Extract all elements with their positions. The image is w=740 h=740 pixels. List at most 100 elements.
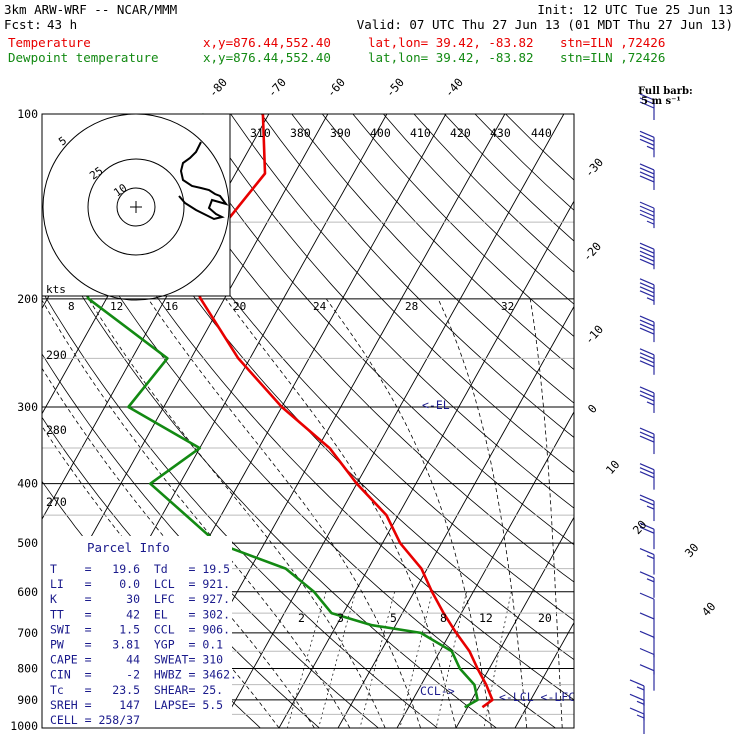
parcel-info-row: PW = 3.81 YGP = 0.1 xyxy=(50,638,223,652)
kts-label: kts xyxy=(46,283,66,296)
parcel-info-row: LI = 0.0 LCL = 921. xyxy=(50,577,230,591)
barb-flag xyxy=(639,526,655,534)
wind-barb xyxy=(639,201,655,229)
speed-tick: 16 xyxy=(165,300,178,313)
parcel-info: Parcel Info T = 19.6 Td = 19.5LI = 0.0 L… xyxy=(42,536,237,728)
isotherm-line xyxy=(278,200,574,728)
mixing-ratio-lines xyxy=(287,591,512,728)
barb-flag xyxy=(639,213,655,221)
wind-barb xyxy=(629,707,645,734)
moist-adiabat xyxy=(42,299,351,728)
barb-flag xyxy=(639,356,655,364)
wind-barb xyxy=(629,679,645,706)
dry-adiabat xyxy=(352,114,574,338)
isotherm-label-top: -80 xyxy=(206,75,230,100)
dry-adiabat xyxy=(413,114,574,273)
barb-flag xyxy=(639,386,655,394)
wind-barb xyxy=(639,130,655,158)
moist-adiabat xyxy=(437,298,528,728)
barb-flag xyxy=(639,467,655,475)
theta-label: 420 xyxy=(450,126,471,140)
isotherm-line xyxy=(573,727,574,728)
isotherm-label-right: 10 xyxy=(603,457,623,477)
barb-flag xyxy=(639,498,655,506)
model-title: 3km ARW-WRF -- NCAR/MMM xyxy=(4,2,177,17)
mixing-ratio-label: 20 xyxy=(538,611,552,625)
pressure-tick-label: 400 xyxy=(17,477,38,491)
barb-legend-value: 5 m s⁻¹ xyxy=(641,96,681,107)
isotherm-label-right: -20 xyxy=(580,239,604,264)
speed-tick: 28 xyxy=(405,300,418,313)
isotherm-line xyxy=(337,305,574,728)
barb-flag xyxy=(639,360,655,368)
barb-flag xyxy=(639,327,655,335)
speed-axis: 8 12 16 20 24 28 32 xyxy=(68,300,514,313)
theta-label: 380 xyxy=(290,126,311,140)
barb-flag xyxy=(639,664,655,672)
theta-label: 410 xyxy=(410,126,431,140)
wind-barb xyxy=(629,693,645,721)
barb-flag xyxy=(639,431,655,439)
barb-flag xyxy=(639,130,655,138)
theta-label: 400 xyxy=(370,126,391,140)
barb-flag xyxy=(639,246,655,254)
isotherm-line xyxy=(396,411,574,728)
parcel-info-title: Parcel Info xyxy=(87,540,170,555)
parcel-info-row: T = 19.6 Td = 19.5 xyxy=(50,562,230,576)
moist-adiabat xyxy=(529,298,563,728)
barb-flag xyxy=(629,679,645,687)
barb-flag xyxy=(639,463,655,471)
barb-half-flag xyxy=(636,686,645,691)
barb-flag xyxy=(639,647,655,656)
pressure-tick-label: 500 xyxy=(17,536,38,550)
dry-adiabat xyxy=(474,114,574,211)
isotherm-line xyxy=(455,516,574,728)
barb-flag xyxy=(639,494,655,502)
parcel-info-bg xyxy=(42,536,232,728)
wind-barb xyxy=(639,612,655,639)
moist-adiabat xyxy=(325,298,492,728)
wind-barb xyxy=(639,348,655,375)
dry-adiabat xyxy=(383,114,574,305)
mixing-ratio-label: 3 xyxy=(337,611,344,625)
mixing-ratio-line xyxy=(287,591,327,728)
barb-flag xyxy=(639,592,655,600)
isotherm-label-right: 20 xyxy=(630,517,650,537)
barb-flag xyxy=(639,315,655,323)
hodo-ring-label-inner: 10 xyxy=(111,181,129,199)
theta-label: 310 xyxy=(250,126,271,140)
legend-temperature: Temperature xyxy=(8,35,91,50)
wind-barb xyxy=(639,647,655,675)
header: 3km ARW-WRF -- NCAR/MMM Init: 12 UTC Tue… xyxy=(4,2,733,65)
barb-half-flag xyxy=(646,578,655,583)
dry-adiabat xyxy=(321,114,574,371)
barb-half-flag xyxy=(636,700,645,705)
barb-flag xyxy=(639,282,655,290)
barb-half-flag xyxy=(636,714,645,719)
isotherm-line xyxy=(42,114,329,626)
wind-barb xyxy=(639,664,655,691)
barb-flag xyxy=(639,630,655,638)
barb-flag xyxy=(639,427,655,435)
temp-latlon: lat,lon= 39.42, -83.82 xyxy=(368,35,534,50)
barb-flag xyxy=(639,390,655,398)
dry-adiabat xyxy=(505,114,574,181)
barb-flag xyxy=(639,101,655,109)
barb-half-flag xyxy=(646,555,655,560)
parcel-info-row: SREH = 147 LAPSE= 5.5 xyxy=(50,698,223,712)
barb-flag xyxy=(639,290,655,298)
isotherm-label-right: -10 xyxy=(582,322,606,347)
parcel-info-row: SWI = 1.5 CCL = 906. xyxy=(50,622,230,636)
barb-flag xyxy=(639,522,655,530)
parcel-info-row: CIN = -2 HWBZ = 3462. xyxy=(50,668,237,682)
isotherm-label-top: -70 xyxy=(265,75,289,100)
theta-label-left: 290 xyxy=(46,348,67,362)
pressure-tick-label: 1000 xyxy=(10,719,38,733)
barb-flag xyxy=(639,471,655,479)
plot-frame xyxy=(41,113,575,729)
mixing-ratio-line xyxy=(435,591,467,728)
wind-barb xyxy=(639,592,655,620)
barb-flag xyxy=(639,319,655,327)
init-time: Init: 12 UTC Tue 25 Jun 13 xyxy=(537,2,733,17)
theta-label: 390 xyxy=(330,126,351,140)
